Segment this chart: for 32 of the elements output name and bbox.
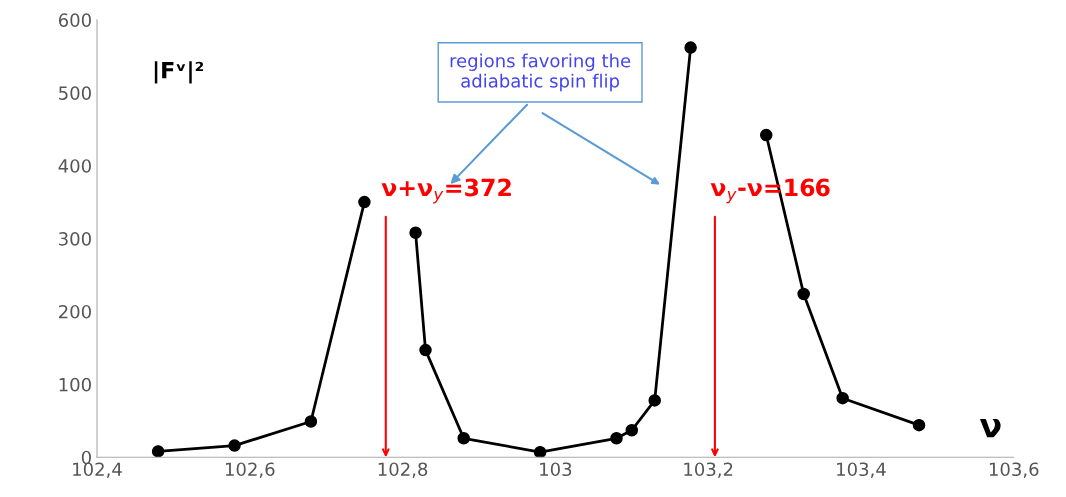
point (358, 195, 371, 209)
x-tick-label: 103,4 (837, 462, 886, 478)
x-tick-label: 102,6 (225, 462, 275, 478)
point (610, 432, 623, 445)
annotation: regions favoring the adiabatic spin flip (450, 53, 631, 92)
x-tick-label: 103 (540, 462, 572, 477)
point (836, 391, 849, 405)
y-tick-label: 100 (59, 377, 91, 392)
annotation: |Fᵛ|² (154, 61, 204, 84)
y-tick-label: 500 (59, 86, 91, 100)
x-axis-title: ν (980, 418, 1001, 438)
point (457, 432, 470, 445)
point (228, 439, 241, 452)
point (912, 418, 926, 432)
point (151, 445, 165, 458)
x-tick-label: 103,2 (684, 462, 733, 478)
point (419, 343, 432, 357)
x-tick-label: 103,6 (989, 462, 1039, 478)
point (759, 128, 773, 142)
point (533, 445, 547, 458)
point (648, 394, 661, 407)
y-tick-label: 300 (59, 232, 91, 246)
y-tick-label: 400 (58, 159, 91, 173)
point (409, 226, 422, 239)
x-tick-label: 102,8 (378, 462, 428, 478)
point (625, 424, 639, 437)
y-tick-label: 600 (58, 13, 91, 27)
point (684, 41, 697, 54)
point (304, 415, 318, 428)
y-tick-label: 200 (59, 304, 91, 319)
annotation: ν+ν$_{y}$=372 (381, 178, 511, 204)
point (797, 287, 810, 301)
